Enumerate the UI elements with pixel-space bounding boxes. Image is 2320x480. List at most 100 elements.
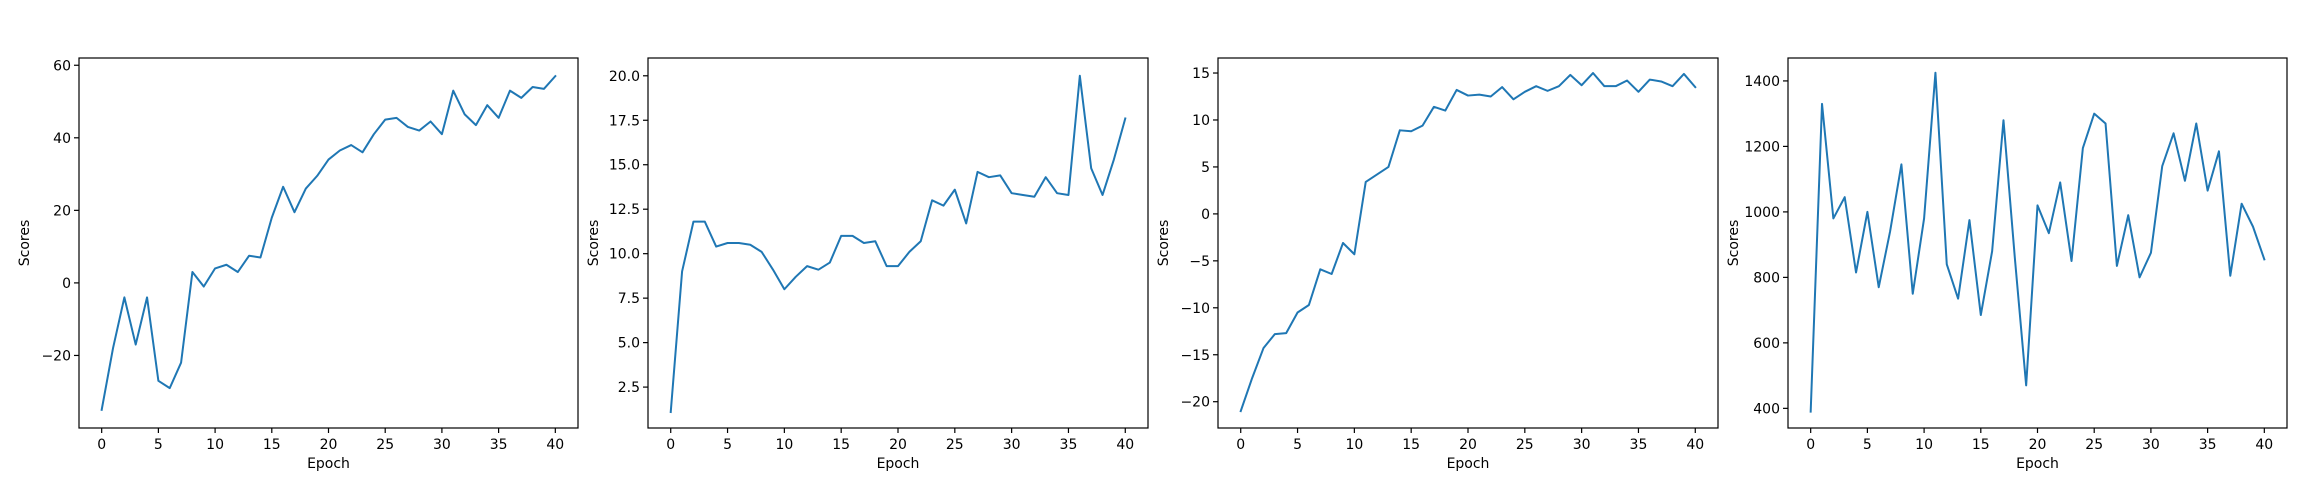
x-tick-label: 10	[206, 437, 224, 453]
data-point	[543, 88, 545, 90]
data-point	[1912, 293, 1914, 295]
x-tick-label: 10	[1915, 437, 1933, 453]
axes-frame	[647, 57, 1149, 429]
x-axis-label: Epoch	[1447, 456, 1490, 472]
data-point	[1376, 173, 1378, 175]
data-point	[1694, 86, 1696, 88]
data-point	[203, 286, 205, 288]
y-tick-label: −5	[1189, 254, 1210, 270]
data-point	[795, 276, 797, 278]
y-tick-label: 20	[53, 203, 71, 219]
data-point	[384, 119, 386, 121]
data-point	[2082, 147, 2084, 149]
data-point	[112, 347, 114, 349]
x-tick-label: 30	[2142, 437, 2160, 453]
y-tick-label: 1200	[1744, 139, 1780, 155]
data-point	[1501, 86, 1503, 88]
data-point	[727, 242, 729, 244]
data-point	[1592, 72, 1594, 74]
y-tick-label: −20	[41, 348, 71, 364]
data-point	[2093, 113, 2095, 115]
data-point	[817, 269, 819, 271]
data-point	[1923, 217, 1925, 219]
x-tick-label: 35	[1060, 437, 1078, 453]
data-point	[908, 251, 910, 253]
x-tick-label: 5	[1293, 437, 1302, 453]
data-point	[2195, 122, 2197, 124]
series-line-3	[1239, 72, 1697, 413]
data-point	[1022, 194, 1024, 196]
x-tick-label: 20	[889, 437, 907, 453]
data-point	[1900, 163, 1902, 165]
data-point	[146, 296, 148, 298]
data-point	[2037, 204, 2039, 206]
x-tick-label: 5	[154, 437, 163, 453]
y-tick-label: 1400	[1744, 74, 1780, 90]
x-tick-label: 30	[1573, 437, 1591, 453]
data-point	[1581, 84, 1583, 86]
data-point	[316, 175, 318, 177]
data-point	[829, 262, 831, 264]
data-point	[1113, 158, 1115, 160]
data-point	[259, 257, 261, 259]
data-point	[373, 133, 375, 135]
y-axis-label: Scores	[586, 220, 602, 267]
x-tick-label: 20	[2029, 437, 2047, 453]
data-point	[1342, 242, 1344, 244]
data-point	[1079, 75, 1081, 77]
data-point	[1456, 89, 1458, 91]
x-tick-label: 25	[376, 437, 394, 453]
x-tick-label: 25	[946, 437, 964, 453]
data-point	[1934, 72, 1936, 74]
x-tick-label: 0	[1236, 437, 1245, 453]
y-tick-label: 5.0	[618, 336, 640, 352]
x-tick-label: 0	[1806, 437, 1815, 453]
x-tick-label: 15	[832, 437, 850, 453]
x-tick-label: 40	[1686, 437, 1704, 453]
x-tick-label: 25	[1516, 437, 1534, 453]
y-tick-label: 2.5	[618, 380, 640, 396]
x-tick-label: 20	[1459, 437, 1477, 453]
data-point	[486, 104, 488, 106]
data-point	[2116, 265, 2118, 267]
data-point	[1240, 410, 1242, 412]
data-point	[2059, 181, 2061, 183]
data-point	[1490, 96, 1492, 98]
data-point	[897, 265, 899, 267]
data-point	[293, 211, 295, 213]
data-point	[498, 117, 500, 119]
data-point	[1946, 263, 1948, 265]
axes-frame	[1787, 57, 2288, 429]
y-tick-label: 10	[1192, 113, 1210, 129]
y-tick-label: 60	[53, 58, 71, 74]
data-point	[1365, 181, 1367, 183]
data-point	[1274, 333, 1276, 335]
x-tick-label: 0	[97, 437, 106, 453]
data-point	[931, 199, 933, 201]
data-point	[169, 387, 171, 389]
x-tick-label: 5	[723, 437, 732, 453]
chart-panel-2: 0 5 10 15 20 25 30 35 40 2.5 5.0 7.5 10.0 12.5 15.0 17.…	[586, 57, 1149, 472]
data-point	[1810, 411, 1812, 413]
data-point	[1056, 192, 1058, 194]
data-point	[942, 205, 944, 207]
data-point	[101, 409, 103, 411]
data-point	[1353, 253, 1355, 255]
data-point	[999, 174, 1001, 176]
x-tick-label: 5	[1863, 437, 1872, 453]
data-point	[977, 171, 979, 173]
y-tick-label: 20.0	[609, 69, 640, 85]
x-tick-label: 35	[1630, 437, 1648, 453]
x-tick-label: 15	[263, 437, 281, 453]
data-point	[1821, 103, 1823, 105]
data-point	[1433, 106, 1435, 108]
data-point	[806, 265, 808, 267]
x-tick-label: 20	[320, 437, 338, 453]
x-tick-label: 0	[666, 437, 675, 453]
y-tick-label: 7.5	[618, 291, 640, 307]
x-tick-label: 10	[1345, 437, 1363, 453]
data-point	[2150, 252, 2152, 254]
y-tick-label: 800	[1753, 270, 1780, 286]
data-point	[271, 217, 273, 219]
